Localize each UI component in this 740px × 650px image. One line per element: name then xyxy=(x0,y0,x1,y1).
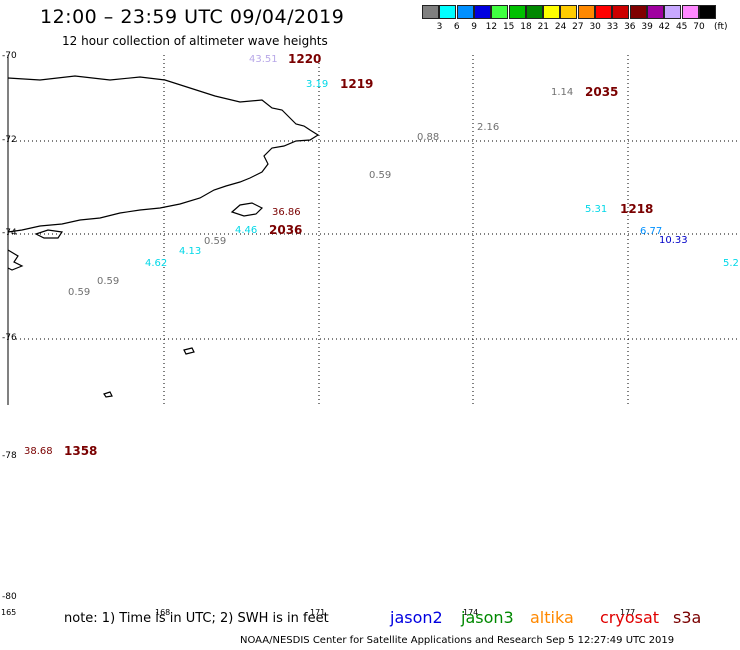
coastline-island-5 xyxy=(103,391,113,398)
wave-height-label: 4.46 xyxy=(235,225,258,236)
legend-swatch-label: 36 xyxy=(624,22,636,32)
legend-swatch-label: 39 xyxy=(641,22,653,32)
pass-time-label: 1219 xyxy=(340,77,374,91)
legend-swatch-label: 21 xyxy=(537,22,550,32)
wave-height-label: 5.2 xyxy=(723,258,739,269)
wave-height-label: 36.86 xyxy=(272,207,301,218)
coastline-island-3 xyxy=(7,249,24,271)
wave-height-label: 1.14 xyxy=(551,87,574,98)
coastline-island-1 xyxy=(230,202,264,217)
legend-swatch xyxy=(629,5,647,19)
wave-height-label: 0.59 xyxy=(68,287,91,298)
legend-swatch xyxy=(577,5,595,19)
coastline-island-4 xyxy=(183,347,195,355)
legend-swatch xyxy=(473,5,491,19)
pass-time-label: 2035 xyxy=(585,85,619,99)
coastline-main xyxy=(7,75,320,233)
legend-swatch xyxy=(612,5,630,19)
wave-height-label: 0.59 xyxy=(97,276,120,287)
credit-line: NOAA/NESDIS Center for Satellite Applica… xyxy=(240,635,675,646)
wave-height-label: 4.62 xyxy=(145,258,168,269)
lon-label: 174 xyxy=(463,608,479,617)
legend-swatch-label: 6 xyxy=(453,22,460,32)
wave-height-label: 0.88 xyxy=(417,132,440,143)
legend-swatch xyxy=(422,5,439,19)
wave-height-label: 2.16 xyxy=(477,122,500,133)
lat-label: -76 xyxy=(2,333,17,343)
legend-swatch-label: 9 xyxy=(471,22,477,32)
lon-label: 168 xyxy=(155,608,171,617)
legend-swatch xyxy=(456,5,474,19)
satellite-legend-item: cryosat xyxy=(600,608,660,627)
legend-swatch xyxy=(664,5,682,19)
legend-swatch-label: 18 xyxy=(520,22,532,32)
pass-time-label: 2036 xyxy=(269,223,303,237)
legend-swatch xyxy=(525,5,543,19)
wave-height-label: 5.31 xyxy=(585,204,608,215)
wave-height-label: 0.59 xyxy=(369,170,392,181)
footer-note: note: 1) Time is in UTC; 2) SWH is in fe… xyxy=(64,611,329,626)
legend-swatch xyxy=(646,5,664,19)
wave-height-label: 43.51 xyxy=(249,54,278,65)
lon-label: 171 xyxy=(310,608,326,617)
legend-swatch-label: 33 xyxy=(606,22,619,32)
legend-swatch xyxy=(543,5,561,19)
coastline-island-2 xyxy=(34,229,64,239)
satellite-legend-item: altika xyxy=(530,608,574,627)
legend-swatch xyxy=(681,5,699,19)
legend-swatch xyxy=(439,5,457,19)
pass-time-label: 1218 xyxy=(620,202,654,216)
legend-swatch-label: 42 xyxy=(658,22,671,32)
legend-swatch-label: 70 xyxy=(693,22,705,32)
legend-swatch-label: 45 xyxy=(675,22,688,32)
legend-swatch xyxy=(595,5,612,19)
lat-label: -80 xyxy=(2,592,17,602)
legend-swatch-label: 15 xyxy=(502,22,515,32)
lat-label: -78 xyxy=(2,451,17,461)
graticule xyxy=(8,55,738,405)
lon-label: 177 xyxy=(620,608,636,617)
legend-unit: (ft) xyxy=(714,22,728,32)
lat-label: -70 xyxy=(2,51,17,61)
pass-time-label: 1358 xyxy=(64,444,98,458)
lat-label: -72 xyxy=(2,135,17,145)
map-subtitle: 12 hour collection of altimeter wave hei… xyxy=(62,34,328,48)
wave-height-label: 0.59 xyxy=(204,236,227,247)
wave-height-label: 3.19 xyxy=(306,79,329,90)
legend-swatch xyxy=(508,5,526,19)
satellite-legend-item: jason3 xyxy=(461,608,514,627)
lon-label: 165 xyxy=(1,608,17,617)
legend-swatch-label: 24 xyxy=(554,22,567,32)
legend-swatch xyxy=(698,5,716,19)
legend-swatch-label: 30 xyxy=(589,22,601,32)
satellite-legend-item: jason2 xyxy=(390,608,443,627)
wave-height-label: 4.13 xyxy=(179,246,202,257)
wave-height-label: 10.33 xyxy=(659,235,688,246)
wave-height-label: 6.77 xyxy=(640,226,663,237)
coastline xyxy=(7,75,320,398)
satellite-legend-item: s3a xyxy=(673,608,702,627)
legend-swatch xyxy=(560,5,578,19)
legend-swatch-label: 12 xyxy=(485,22,498,32)
pass-time-label: 1220 xyxy=(288,52,322,66)
legend-swatch-label: 3 xyxy=(436,22,443,32)
legend-swatch-label: 27 xyxy=(572,22,584,32)
wave-height-label: 38.68 xyxy=(24,446,53,457)
map-title: 12:00 – 23:59 UTC 09/04/2019 xyxy=(40,6,345,28)
lat-label: -74 xyxy=(2,228,17,238)
legend-swatch xyxy=(491,5,509,19)
